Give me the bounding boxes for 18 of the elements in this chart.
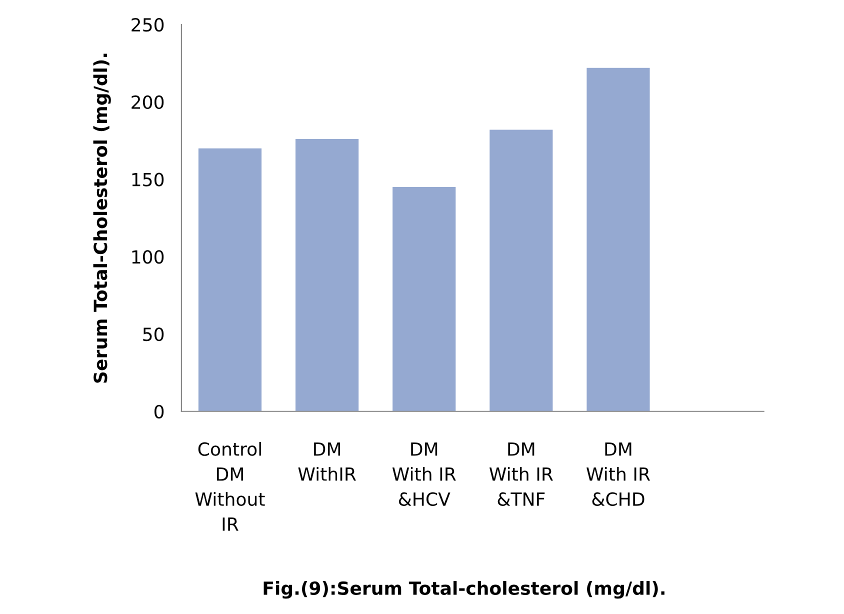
y-tick-label: 50 [143, 327, 164, 342]
y-tick-label: 200 [132, 95, 164, 110]
y-tick-label: 150 [132, 172, 164, 186]
x-tick-label: DM With IR &CHD [586, 442, 650, 506]
y-axis-title: Serum Total-Cholesterol (mg/dl). [93, 54, 111, 383]
bar [198, 148, 262, 412]
y-tick-label: 100 [132, 250, 164, 264]
bar [296, 139, 359, 412]
y-tick-label: 0 [154, 404, 164, 418]
bar [490, 130, 553, 412]
x-tick-label: DM With IR &TNF [489, 442, 553, 506]
x-tick-label: Control DM Without IR [195, 442, 265, 531]
x-tick-label: DM With IR &HCV [392, 442, 456, 506]
text: Fig.(9):Serum Total-cholesterol (mg/dl). [264, 581, 664, 599]
x-tick-label: DM WithIR [298, 442, 356, 481]
y-tick-label: 250 [132, 18, 164, 32]
bar [392, 187, 456, 412]
bar [586, 68, 650, 412]
